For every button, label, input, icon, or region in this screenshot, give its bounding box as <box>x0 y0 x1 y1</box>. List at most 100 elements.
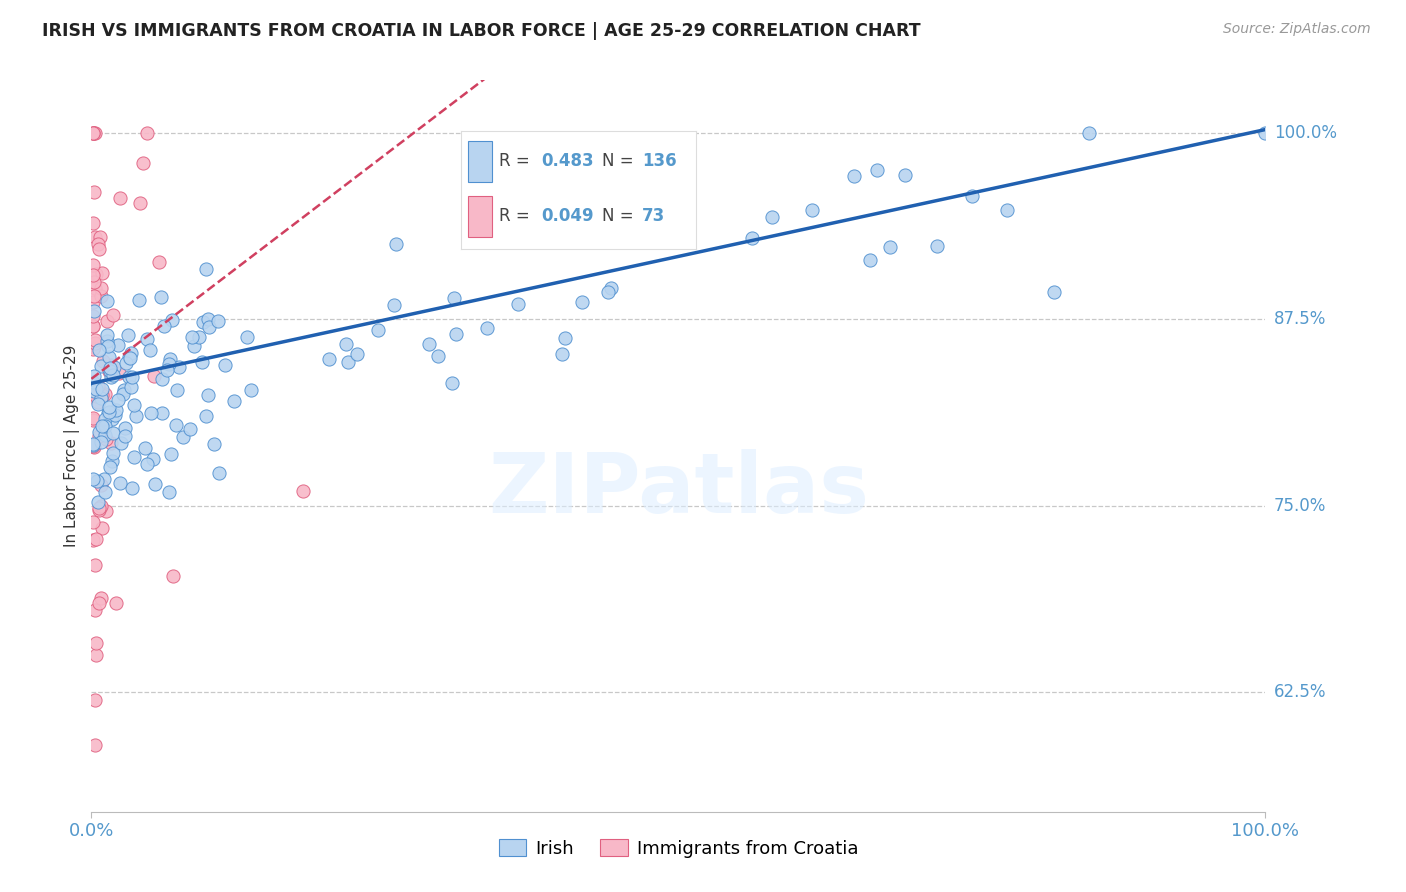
Point <box>82 126 104 140</box>
Point <box>114 421 136 435</box>
Point <box>571 294 593 309</box>
Point <box>94 485 117 500</box>
Point <box>120 351 142 365</box>
Point <box>82 472 104 486</box>
Point <box>101 368 124 382</box>
Point <box>124 450 146 464</box>
Point <box>335 337 357 351</box>
Point <box>166 383 188 397</box>
Point <box>553 331 575 345</box>
Point <box>82 216 104 230</box>
Y-axis label: In Labor Force | Age 25-29: In Labor Force | Age 25-29 <box>65 345 80 547</box>
Point <box>84 333 107 347</box>
Point <box>859 253 882 268</box>
Point <box>121 481 143 495</box>
Point <box>83 186 105 200</box>
Point <box>82 318 104 333</box>
Point <box>101 308 124 322</box>
Point <box>84 230 107 244</box>
Point <box>111 386 134 401</box>
Point <box>142 452 165 467</box>
Point <box>236 329 259 343</box>
Point <box>83 288 105 302</box>
Point <box>82 410 104 425</box>
Point <box>96 334 118 348</box>
Point <box>98 405 121 419</box>
Point <box>96 327 118 342</box>
Point <box>506 297 529 311</box>
Point <box>596 285 619 300</box>
Point <box>86 395 108 409</box>
Point <box>149 290 172 304</box>
Point <box>165 418 187 433</box>
Point <box>89 230 111 244</box>
Point <box>100 370 122 384</box>
Point <box>82 268 104 283</box>
Point <box>159 351 181 366</box>
Point <box>91 418 114 433</box>
Point <box>865 163 887 178</box>
Point <box>90 359 112 373</box>
Point <box>318 351 340 366</box>
Point <box>82 342 104 356</box>
Point <box>208 467 231 481</box>
Point <box>120 379 142 393</box>
Point <box>995 203 1018 218</box>
Point <box>89 242 111 256</box>
Point <box>82 384 104 399</box>
Point <box>105 403 128 417</box>
Point <box>100 412 122 426</box>
Point <box>82 126 104 140</box>
Point <box>367 323 389 337</box>
Point <box>98 364 121 378</box>
Point <box>551 347 574 361</box>
Point <box>108 476 131 491</box>
Point <box>142 368 165 383</box>
Point <box>93 472 115 486</box>
Point <box>194 409 217 423</box>
Point <box>84 382 107 396</box>
Point <box>83 340 105 354</box>
Point <box>112 383 135 397</box>
Point <box>181 330 204 344</box>
Point <box>879 240 901 254</box>
Point <box>118 350 141 364</box>
Point <box>90 289 112 303</box>
Point <box>179 422 201 436</box>
Point <box>172 430 194 444</box>
Point <box>105 595 128 609</box>
Point <box>90 435 112 450</box>
Point <box>82 436 104 450</box>
Point <box>97 339 120 353</box>
Point <box>150 406 173 420</box>
Point <box>183 339 205 353</box>
Point <box>125 409 148 423</box>
Point <box>87 429 110 443</box>
Point <box>761 210 783 224</box>
Point <box>108 191 131 205</box>
Point <box>83 384 105 399</box>
Point <box>440 376 463 390</box>
Point <box>94 432 117 446</box>
Point <box>87 237 110 252</box>
Point <box>195 261 218 276</box>
Point <box>98 460 121 475</box>
Point <box>84 532 107 546</box>
Point <box>103 359 125 374</box>
Point <box>120 346 142 360</box>
Point <box>382 298 405 312</box>
Point <box>94 504 117 518</box>
Point <box>110 436 132 450</box>
Point <box>82 413 104 427</box>
Point <box>336 355 359 369</box>
Point <box>87 378 110 392</box>
Point <box>132 156 155 170</box>
Point <box>84 281 107 295</box>
Point <box>104 408 127 422</box>
Point <box>84 738 107 752</box>
Point <box>82 533 104 548</box>
Point <box>101 454 124 468</box>
Point <box>800 202 823 217</box>
Point <box>98 401 121 415</box>
Point <box>291 483 314 498</box>
